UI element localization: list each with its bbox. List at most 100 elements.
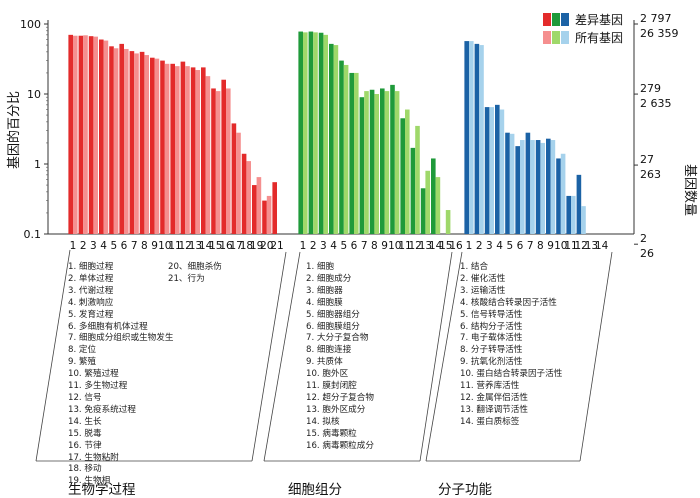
x-tick-label: 11 (168, 240, 181, 252)
bar-diff (400, 118, 405, 234)
category-label: 5. 发育过程 (68, 309, 114, 320)
x-tick-label: 13 (585, 240, 598, 252)
bar-diff (431, 158, 436, 234)
bar-diff (119, 43, 124, 235)
bar-diff (170, 63, 175, 234)
x-tick-label: 10 (158, 240, 171, 252)
biological-process-category-list: 1. 细胞过程 2. 单体过程 3. 代谢过程 4. 刺激响应 5. 发育过程 6. 多细… (68, 262, 173, 488)
category-label: 14. 拟核 (306, 416, 340, 427)
bar-all (489, 107, 494, 234)
x-tick-label: 9 (381, 240, 388, 252)
category-label: 11. 膜封闭腔 (306, 381, 357, 392)
bar-all (415, 125, 420, 234)
x-tick-label: 2 (80, 240, 87, 252)
x-tick-label: 2 (310, 240, 317, 252)
bar-diff (298, 31, 303, 235)
bar-all (144, 55, 149, 235)
category-label: 11. 多生物过程 (68, 381, 128, 392)
bar-all (103, 40, 109, 234)
divider-line (35, 249, 71, 462)
x-tick-label: 3 (486, 240, 493, 252)
x-tick-label: 3 (90, 240, 97, 252)
bar-diff (139, 51, 145, 234)
category-label: 14. 生长 (68, 416, 102, 427)
category-label: 13. 胞外区成分 (306, 404, 366, 415)
biological-process-extra-list: 20、细胞杀伤 21、行为 (168, 262, 222, 286)
category-label: 10. 蛋白结合转录因子活性 (460, 369, 563, 380)
category-label: 6. 细胞膜组分 (306, 321, 360, 332)
legend-swatch-diff-red (543, 13, 551, 26)
x-tick-label: 12 (409, 240, 422, 252)
x-tick-label: 11 (564, 240, 577, 252)
x-tick-label: 14 (199, 240, 213, 252)
bar-all (354, 72, 359, 234)
bar-diff (78, 35, 84, 234)
bar-all (384, 91, 390, 234)
bar-all (175, 66, 180, 234)
bar-all (154, 58, 160, 235)
divider-line (263, 251, 301, 462)
bar-diff (109, 46, 114, 235)
y-tick-label-right-upper: 27 (640, 153, 654, 166)
category-label: 7. 细胞成分组织或生物发生 (68, 333, 174, 344)
category-label: 8. 定位 (68, 345, 97, 356)
y-tick-label-right-lower: 26 (640, 247, 654, 260)
bar-diff (262, 200, 267, 234)
divider-line (579, 251, 613, 462)
category-label: 2. 催化活性 (460, 273, 506, 284)
bar-diff (190, 67, 196, 234)
legend-swatch-diff-blue (561, 13, 569, 26)
x-tick-label: 4 (100, 240, 107, 252)
bar-all (540, 142, 545, 234)
bar-diff (484, 107, 490, 234)
legend-swatch-all-blue (561, 31, 569, 44)
x-tick-label: 1 (300, 240, 307, 252)
divider-line (419, 251, 453, 462)
y-tick-label-left: 10 (27, 88, 41, 101)
x-tick-label: 10 (388, 240, 401, 252)
bar-all (134, 53, 139, 235)
bar-all (236, 132, 241, 234)
category-label: 12. 信号 (68, 392, 102, 403)
bar-all (425, 170, 430, 234)
x-tick-label: 15 (209, 240, 222, 252)
category-label: 5. 信号转导活性 (460, 309, 523, 320)
group-title-cellular-component: 细胞组分 (288, 482, 342, 498)
category-label: 12. 超分子复合物 (306, 392, 374, 403)
category-label: 1. 结合 (460, 262, 489, 272)
x-tick-label: 16 (219, 240, 233, 252)
category-label: 15. 脱毒 (68, 428, 102, 439)
category-label: 6. 多细胞有机体过程 (68, 321, 148, 332)
x-tick-label: 9 (151, 240, 158, 252)
x-tick-label: 7 (361, 240, 368, 252)
bar-all (499, 109, 505, 234)
bar-all (479, 45, 484, 234)
category-label: 9. 共质体 (306, 357, 343, 368)
bar-all (313, 32, 318, 234)
molecular-function-category-list: 1. 结合 2. 催化活性 3. 运输活性 4. 核酸结合转录因子活性 5. 信号转导活… (460, 262, 562, 429)
bar-diff (339, 60, 344, 234)
bar-all (113, 48, 119, 235)
bar-diff (495, 104, 500, 234)
bar-diff (68, 34, 73, 234)
bar-all (394, 91, 400, 234)
bar-all (246, 161, 251, 234)
category-label: 10. 繁殖过程 (68, 369, 119, 380)
legend: 差异基因 所有基因 (543, 13, 623, 45)
x-tick-label: 1 (70, 240, 77, 252)
bar-all (445, 210, 451, 234)
bar-all (509, 133, 515, 234)
bar-diff (359, 97, 365, 234)
bar-all (571, 195, 576, 234)
x-tick-label: 6 (121, 240, 128, 252)
bar-diff (221, 79, 226, 234)
bar-all (256, 177, 262, 234)
category-label: 6. 结构分子活性 (460, 321, 523, 332)
y-tick-label-right-upper: 2 (640, 232, 647, 245)
y-tick-label-right-lower: 2 635 (640, 97, 672, 110)
y-tick-label-right-lower: 263 (640, 168, 661, 181)
divider-line (251, 251, 287, 462)
x-tick-label: 7 (131, 240, 138, 252)
